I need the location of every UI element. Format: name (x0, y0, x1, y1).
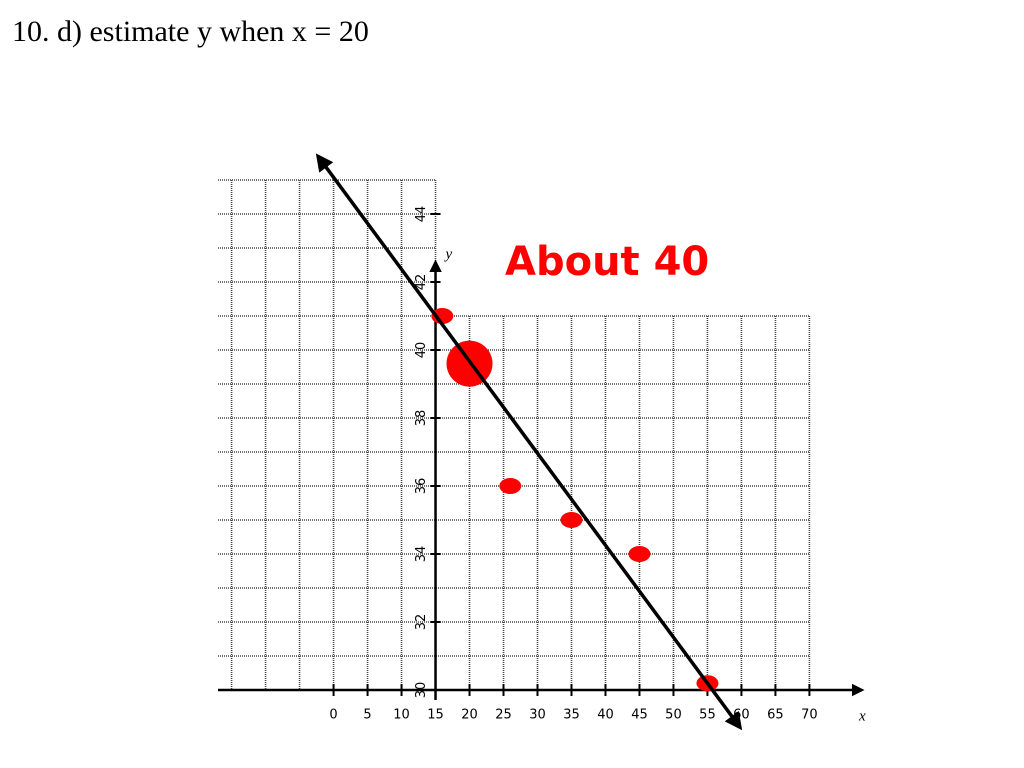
data-point (560, 512, 583, 528)
x-tick-label: 5 (363, 708, 371, 723)
y-axis-label: y (444, 246, 453, 262)
y-tick-label: 40 (414, 342, 429, 359)
x-tick-label: 70 (801, 708, 818, 723)
x-axis-label: x (858, 708, 866, 724)
data-point (628, 546, 651, 562)
x-tick-label: 0 (329, 708, 337, 723)
slide-title: 10. d) estimate y when x = 20 (12, 15, 369, 48)
y-tick-label: 30 (414, 682, 429, 699)
y-tick-label: 32 (414, 614, 429, 631)
x-tick-label: 40 (597, 708, 614, 723)
y-tick-label: 38 (414, 410, 429, 427)
x-tick-label: 25 (495, 708, 512, 723)
x-tick-label: 55 (699, 708, 716, 723)
y-tick-label: 44 (414, 206, 429, 223)
x-tick-label: 50 (665, 708, 682, 723)
y-tick-label: 36 (414, 478, 429, 495)
x-tick-label: 20 (461, 708, 478, 723)
x-tick-label: 65 (767, 708, 784, 723)
x-tick-label: 35 (563, 708, 580, 723)
x-tick-label: 10 (393, 708, 410, 723)
x-tick-label: 30 (529, 708, 546, 723)
annotation: About 40 (505, 239, 709, 285)
y-tick-label: 34 (414, 546, 429, 563)
trend-line (315, 153, 743, 731)
x-tick-label: 15 (427, 708, 444, 723)
x-tick-label: 45 (631, 708, 648, 723)
data-point (499, 478, 522, 494)
